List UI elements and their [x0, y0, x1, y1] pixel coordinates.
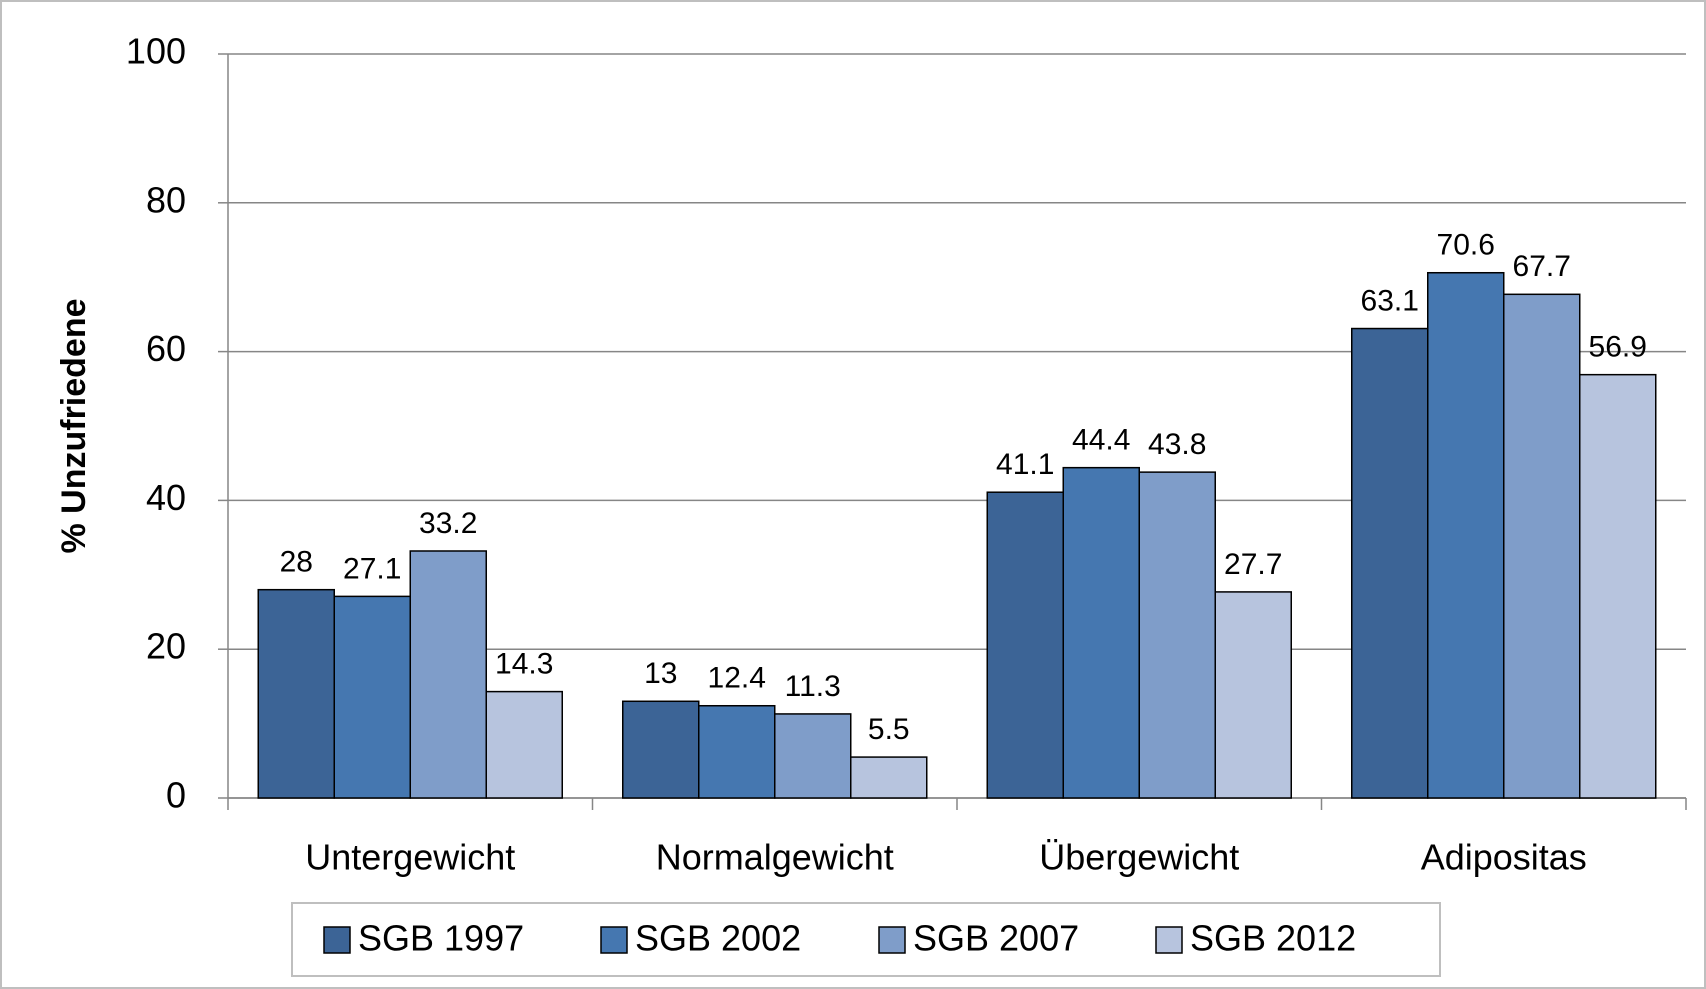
x-tick-label: Adipositas: [1421, 837, 1587, 878]
legend-swatch: [600, 926, 628, 954]
data-label: 44.4: [1072, 424, 1130, 457]
bar: [986, 491, 1064, 799]
bar: [1214, 591, 1292, 799]
x-tick-label: Normalgewicht: [656, 837, 894, 878]
y-axis-title: % Unzufriedene: [55, 298, 93, 553]
bar: [698, 704, 776, 799]
bar: [409, 550, 487, 799]
data-label: 28: [280, 546, 313, 579]
legend-box: [291, 902, 1441, 977]
data-label: 27.1: [343, 552, 401, 585]
bar: [622, 700, 700, 799]
y-tick-label: 100: [126, 31, 186, 72]
data-label: 43.8: [1148, 428, 1206, 461]
x-tick-label: Untergewicht: [305, 837, 515, 878]
data-label: 11.3: [785, 670, 841, 703]
legend-swatch: [878, 926, 906, 954]
y-tick-label: 20: [146, 626, 186, 667]
bar: [257, 588, 335, 799]
data-label: 27.7: [1224, 548, 1282, 581]
legend-swatch: [1155, 926, 1183, 954]
y-tick-label: 60: [146, 328, 186, 369]
data-label: 63.1: [1361, 284, 1419, 317]
data-label: 5.5: [868, 713, 910, 746]
legend-swatch: [323, 926, 351, 954]
legend-label: SGB 2007: [913, 918, 1079, 959]
bar: [1351, 327, 1429, 799]
bar: [1503, 293, 1581, 799]
legend-label: SGB 1997: [358, 918, 524, 959]
data-label: 67.7: [1513, 250, 1571, 283]
bar: [1427, 271, 1505, 799]
bar: [485, 690, 563, 799]
bar: [774, 713, 852, 799]
data-label: 41.1: [996, 448, 1054, 481]
bar: [1138, 471, 1216, 799]
bar: [1062, 466, 1140, 799]
data-label: 33.2: [419, 507, 477, 540]
data-label: 14.3: [495, 648, 553, 681]
y-tick-label: 80: [146, 179, 186, 220]
x-tick-label: Übergewicht: [1039, 837, 1239, 878]
bar: [333, 595, 411, 799]
data-label: 12.4: [708, 662, 766, 695]
data-label: 56.9: [1589, 331, 1647, 364]
bar: [850, 756, 928, 799]
y-tick-label: 0: [166, 775, 186, 816]
data-label: 70.6: [1437, 229, 1495, 262]
legend-label: SGB 2012: [1190, 918, 1356, 959]
bar: [1579, 373, 1657, 799]
data-label: 13: [644, 657, 677, 690]
y-tick-label: 40: [146, 477, 186, 518]
legend-label: SGB 2002: [635, 918, 801, 959]
